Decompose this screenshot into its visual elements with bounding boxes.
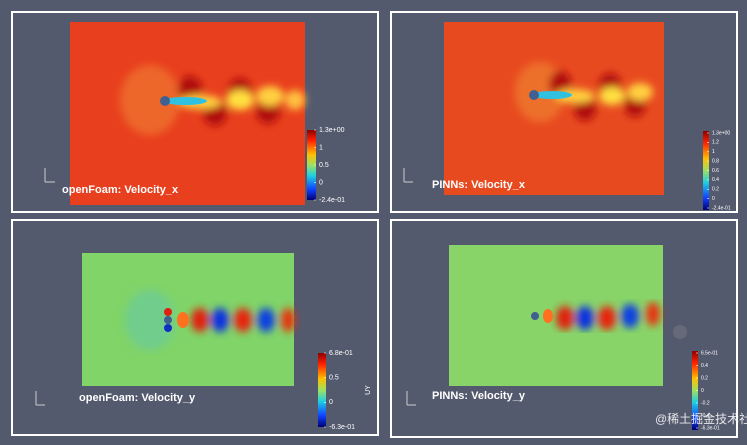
watermark: @稀土掘金技术社区 (655, 411, 747, 426)
panel-title: openFoam: Velocity_x (62, 184, 179, 196)
axes-glyph (35, 391, 45, 406)
colorbar-label: 0.6 (712, 168, 719, 174)
colorbar-label: 0.4 (712, 177, 719, 183)
colorbar (703, 131, 709, 210)
colorbar-label: -0.4 (701, 413, 710, 419)
marker (673, 325, 687, 339)
colorbar-label: 0.8 (712, 158, 719, 164)
panel-frame (11, 11, 379, 213)
panel-title: openFoam: Velocity_y (79, 392, 196, 404)
colorbar-label: 1.3e+00 (712, 130, 730, 136)
colorbar-label: 0.5 (319, 162, 329, 169)
colorbar-label: 0.4 (701, 363, 708, 369)
panel-frame (390, 11, 738, 213)
axes-glyph (403, 168, 413, 183)
velocity-field (444, 22, 664, 195)
axes-glyph (406, 391, 416, 406)
colorbar-label: -6.3e-01 (329, 424, 355, 431)
colorbar-label: -2.4e-01 (319, 197, 345, 204)
colorbar-label: 1 (712, 149, 715, 155)
colorbar-label: 1 (319, 144, 323, 151)
velocity-field (70, 22, 305, 205)
colorbar-label: 0 (701, 388, 704, 394)
colorbar-label: 1.2 (712, 140, 719, 146)
colorbar-label: 0 (329, 399, 333, 406)
colorbar-label: -0.2 (701, 400, 710, 406)
colorbar-label: 1.3e+00 (319, 127, 345, 134)
colorbar-label: 0 (319, 179, 323, 186)
colorbar-label: -2.4e-01 (712, 205, 731, 211)
colorbar-title: UY (365, 385, 372, 395)
panel-frame (11, 219, 379, 436)
panel-title: PINNs: Velocity_x (432, 179, 526, 191)
axes-glyph (44, 168, 55, 183)
colorbar-label: 0 (712, 196, 715, 202)
colorbar (318, 353, 326, 427)
colorbar-label: 0.2 (712, 187, 719, 193)
colorbar-label: 0.5 (329, 375, 339, 382)
colorbar (307, 130, 316, 200)
velocity-field (449, 245, 663, 386)
colorbar-label: 0.2 (701, 375, 708, 381)
colorbar-label: -6.3e-01 (701, 425, 720, 431)
colorbar-label: 6.5e-01 (701, 350, 718, 356)
panel-title: PINNs: Velocity_y (432, 390, 526, 402)
panel-frame (390, 219, 738, 438)
velocity-field (82, 253, 295, 386)
colorbar (692, 351, 698, 430)
colorbar-label: 6.8e-01 (329, 350, 353, 357)
